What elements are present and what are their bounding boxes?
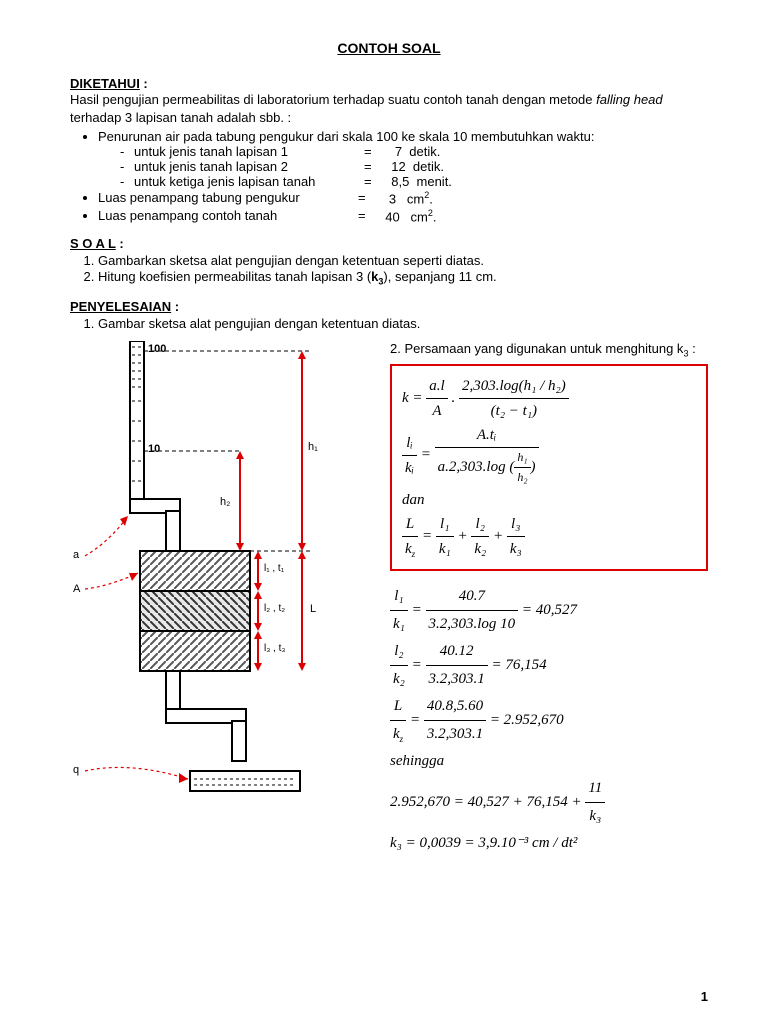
equations-column: 2. Persamaan yang digunakan untuk menghi… [370,341,708,857]
label-a: a [73,549,79,561]
label-l3: l₃ , t₃ [264,643,285,654]
soal-section: S O A L : Gambarkan sketsa alat pengujia… [70,236,708,287]
page-number: 1 [701,989,708,1004]
formula-box: k = a.lA . 2,303.log(h₁ / h₂)(t₂ − t₁) l… [390,364,708,571]
q2: Hitung koefisien permeabilitas tanah lap… [98,269,708,287]
solve-section: PENYELESAIAN : Gambar sketsa alat penguj… [70,299,708,331]
label-L: L [310,603,316,615]
solve-head: PENYELESAIAN [70,299,171,314]
calc-block: l₁k₁ = 40.73.2,303.log 10 = 40,527 l₂k₂ … [390,583,708,857]
eq-intro: 2. Persamaan yang digunakan untuk menghi… [390,341,708,359]
label-A: A [73,583,80,595]
label-10: 10 [148,443,160,455]
label-l2: l₂ , t₂ [264,603,285,614]
known-head: DIKETAHUI [70,76,140,91]
known-intro: Hasil pengujian permeabilitas di laborat… [70,91,708,127]
bullet-1: Penurunan air pada tabung pengukur dari … [98,129,708,189]
page-title: CONTOH SOAL [70,40,708,56]
label-100: 100 [148,343,166,355]
label-h1: h₁ [308,441,318,453]
bullet-2: Luas penampang tabung pengukur= 3 cm2. [98,190,708,206]
label-h2: h₂ [220,496,230,508]
label-l1: l₁ , t₁ [264,563,284,574]
q1: Gambarkan sketsa alat pengujian dengan k… [98,253,708,268]
a1: Gambar sketsa alat pengujian dengan kete… [98,316,708,331]
apparatus-diagram: 100 10 h₁ h₂ L l₁ , t₁ l₂ , t₂ l₃ , t₃ a… [70,341,350,821]
soal-head: S O A L [70,236,116,251]
bullet-3: Luas penampang contoh tanah= 40 cm2. [98,208,708,224]
known-section: DIKETAHUI : Hasil pengujian permeabilita… [70,76,708,224]
label-q: q [73,764,79,776]
